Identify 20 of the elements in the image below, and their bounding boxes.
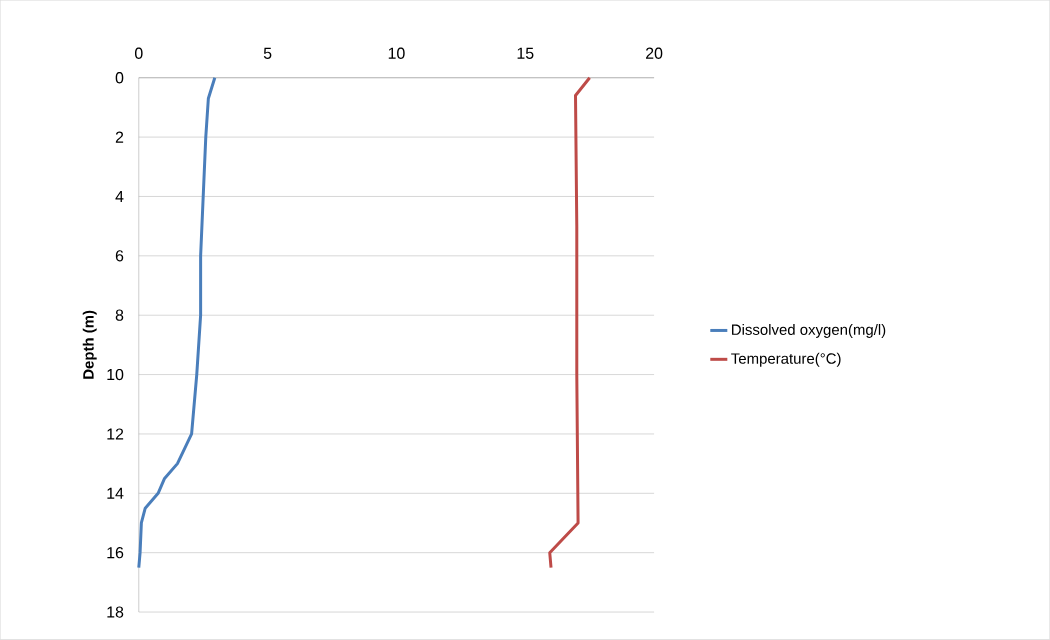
- line-series: [548, 76, 592, 570]
- x-tick-label: 15: [517, 47, 534, 59]
- y-tick-label: 18: [107, 606, 124, 618]
- x-tick-label: 10: [388, 47, 405, 59]
- y-tick-label: 12: [107, 428, 124, 440]
- x-tick-label: 20: [646, 47, 663, 59]
- y-tick-label: 16: [107, 547, 124, 559]
- y-tick-label: 14: [107, 487, 124, 499]
- y-tick-label: 8: [115, 309, 124, 321]
- legend-label: Dissolved oxygen(mg/l): [732, 324, 886, 339]
- y-axis-title: Depth (m): [82, 310, 97, 379]
- y-tick-label: 10: [107, 369, 124, 381]
- legend-label: Temperature(°C): [731, 352, 841, 367]
- y-tick-label: 4: [115, 191, 124, 203]
- line-series: [137, 76, 217, 570]
- y-tick-label: 2: [115, 131, 124, 143]
- x-tick-label: 0: [134, 47, 143, 59]
- y-tick-label: 6: [115, 250, 124, 262]
- x-tick-label: 5: [263, 47, 272, 59]
- y-tick-label: 0: [115, 72, 124, 84]
